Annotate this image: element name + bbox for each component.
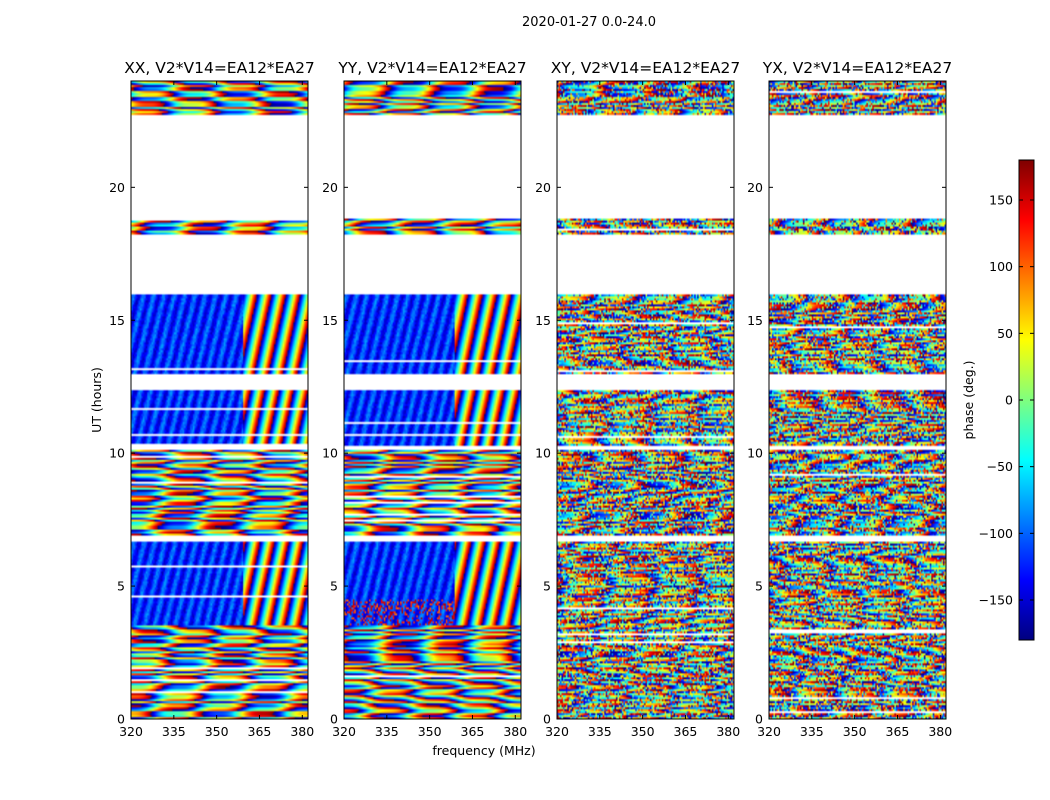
y-tick-label: 0 [330,712,338,727]
colorbar-tick-label: 150 [989,193,1013,208]
y-tick-label: 10 [747,446,763,461]
panel-yx: YX, V2*V14=EA12*EA27 320 335 350 365 380 0 5 10 1… [747,59,952,739]
y-tick-label: 0 [543,712,551,727]
colorbar: 150 100 50 0 −50 −100 −150 [979,159,1035,641]
figure-suptitle: 2020-01-27 0.0-24.0 [522,15,656,30]
y-tick-label: 20 [535,180,551,195]
x-tick-label: 365 [248,724,272,739]
x-tick-label: 350 [843,724,867,739]
y-tick-label: 5 [755,579,763,594]
y-tick-label: 0 [755,712,763,727]
x-tick-label: 365 [886,724,910,739]
colorbar-tick-label: −150 [979,593,1013,608]
phase-heatmap-image [769,81,946,719]
panel-title: XX, V2*V14=EA12*EA27 [124,59,315,77]
colorbar-tick-label: −50 [987,459,1013,474]
panel-xx: XX, V2*V14=EA12*EA27 320 335 350 365 380 0 5 10 1… [109,59,315,739]
panel-title: YY, V2*V14=EA12*EA27 [337,59,526,77]
y-tick-label: 0 [117,712,125,727]
y-tick-label: 20 [109,180,125,195]
x-tick-label: 350 [205,724,229,739]
y-tick-label: 15 [109,313,125,328]
panel-frame [343,80,522,720]
x-tick-label: 335 [162,724,186,739]
x-tick-label: 320 [757,724,781,739]
x-tick-label: 365 [461,724,485,739]
y-tick-label: 5 [117,579,125,594]
y-axis-label: UT (hours) [89,367,104,433]
y-tick-label: 5 [330,579,338,594]
y-tick-label: 15 [535,313,551,328]
phase-heatmap-image [131,81,308,719]
x-tick-label: 320 [332,724,356,739]
colorbar-gradient [1019,160,1034,640]
x-tick-label: 365 [674,724,698,739]
colorbar-label: phase (deg.) [961,361,976,440]
y-tick-label: 5 [543,579,551,594]
y-tick-label: 10 [322,446,338,461]
panel-frame [768,80,947,720]
x-tick-label: 380 [928,724,952,739]
panel-title: YX, V2*V14=EA12*EA27 [762,59,952,77]
x-tick-label: 320 [119,724,143,739]
x-tick-label: 350 [418,724,442,739]
colorbar-tick-label: 100 [989,259,1013,274]
x-axis-label: frequency (MHz) [432,743,535,758]
phase-heatmap-image [557,81,734,719]
x-tick-label: 380 [716,724,740,739]
x-tick-label: 335 [588,724,612,739]
x-tick-label: 380 [503,724,527,739]
y-tick-label: 20 [747,180,763,195]
panel-frame [130,80,309,720]
phase-heatmap-image [344,81,521,719]
y-tick-label: 10 [109,446,125,461]
x-tick-label: 335 [375,724,399,739]
y-tick-label: 15 [747,313,763,328]
panel-frame [556,80,735,720]
y-tick-label: 15 [322,313,338,328]
y-tick-label: 10 [535,446,551,461]
colorbar-tick-label: −100 [979,526,1013,541]
colorbar-tick-label: 50 [997,326,1013,341]
x-tick-label: 320 [545,724,569,739]
x-tick-label: 335 [800,724,824,739]
colorbar-tick-label: 0 [1005,393,1013,408]
panel-xy: XY, V2*V14=EA12*EA27 320 335 350 365 380 0 5 10 1… [535,59,740,739]
y-tick-label: 20 [322,180,338,195]
x-tick-label: 380 [290,724,314,739]
panel-title: XY, V2*V14=EA12*EA27 [551,59,740,77]
x-tick-label: 350 [631,724,655,739]
panel-yy: YY, V2*V14=EA12*EA27 320 335 350 365 380 0 5 10 1… [322,59,527,739]
